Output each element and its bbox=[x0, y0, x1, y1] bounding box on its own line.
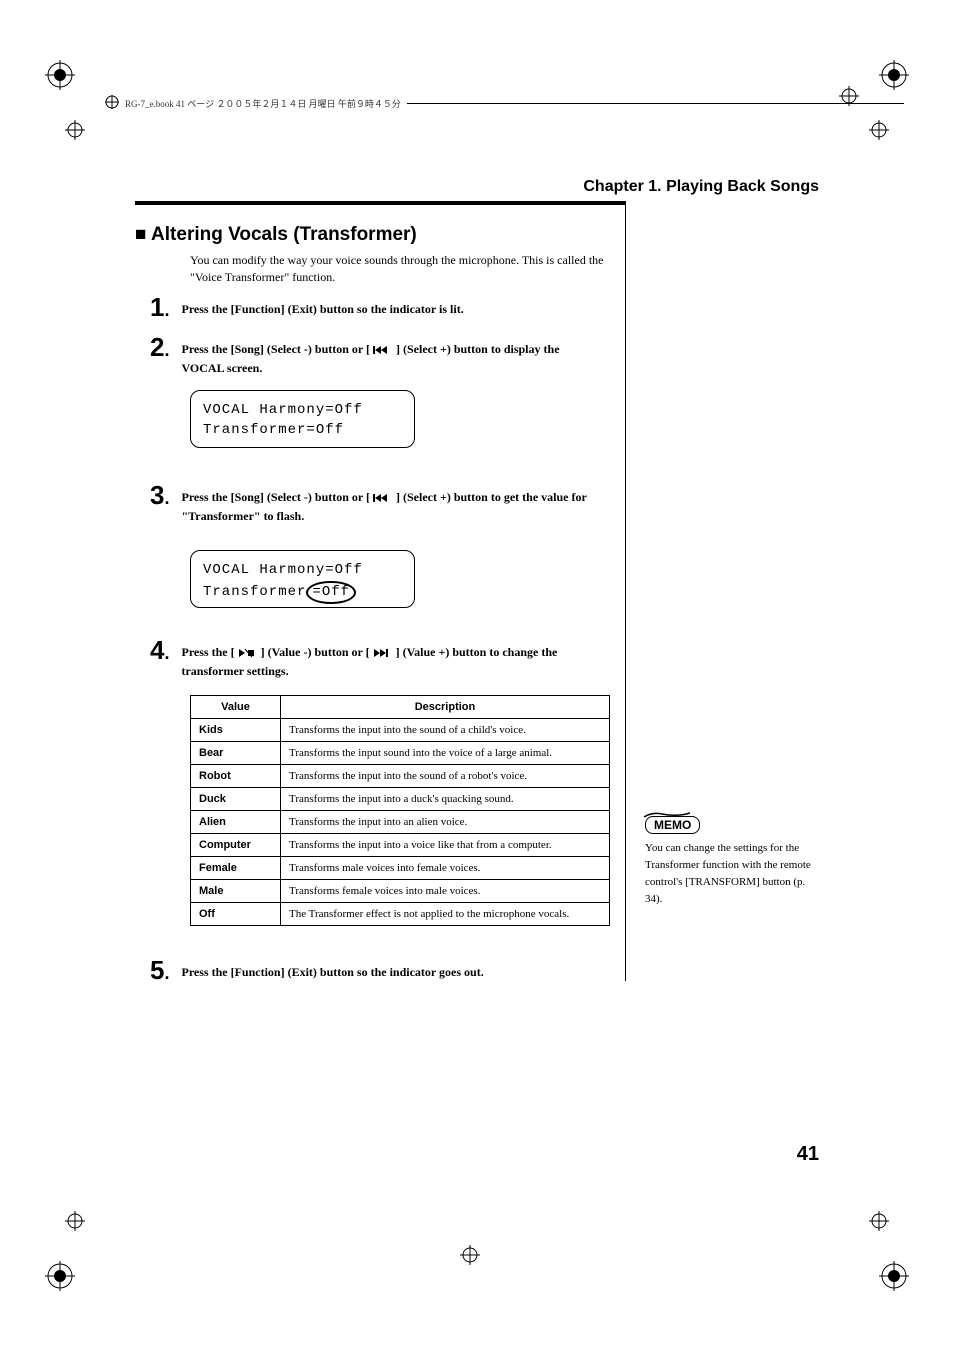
page-number: 41 bbox=[797, 1143, 819, 1166]
table-cell-desc: Transforms the input into the sound of a… bbox=[281, 719, 610, 742]
table-row: KidsTransforms the input into the sound … bbox=[191, 719, 610, 742]
lcd-display-2: VOCAL Harmony=Off Transformer=Off bbox=[190, 550, 415, 608]
table-row: AlienTransforms the input into an alien … bbox=[191, 811, 610, 834]
table-cell-desc: Transforms the input into a duck's quack… bbox=[281, 788, 610, 811]
lcd-display-1: VOCAL Harmony=Off Transformer=Off bbox=[190, 390, 415, 448]
crop-mark-br bbox=[879, 1261, 909, 1291]
table-header-value: Value bbox=[191, 696, 281, 719]
crop-mark-tr bbox=[879, 60, 909, 90]
table-cell-value: Duck bbox=[191, 788, 281, 811]
step-5-num: 5 bbox=[150, 955, 164, 985]
reg-mark-bot bbox=[460, 1245, 480, 1265]
section-title: ■ Altering Vocals (Transformer) bbox=[135, 224, 417, 246]
reg-mark-tr bbox=[869, 120, 889, 140]
table-cell-desc: Transforms the input into a voice like t… bbox=[281, 834, 610, 857]
prev-track-icon bbox=[373, 493, 393, 503]
table-row: FemaleTransforms male voices into female… bbox=[191, 857, 610, 880]
step-5-text: Press the [Function] (Exit) button so th… bbox=[181, 963, 591, 982]
crop-mark-tl bbox=[45, 60, 75, 90]
lcd2-line2: Transformer=Off bbox=[203, 581, 402, 605]
step-3-num: 3 bbox=[150, 480, 164, 510]
step-2: 2. Press the [Song] (Select -) button or… bbox=[150, 332, 610, 378]
table-cell-value: Robot bbox=[191, 765, 281, 788]
lcd1-line1: VOCAL Harmony=Off bbox=[203, 401, 402, 421]
table-cell-desc: Transforms female voices into male voice… bbox=[281, 880, 610, 903]
memo-label: MEMO bbox=[645, 816, 700, 834]
step-4-text: Press the [ ] (Value -) button or [ ] (V… bbox=[181, 643, 591, 681]
step-1-text: Press the [Function] (Exit) button so th… bbox=[181, 300, 591, 319]
step-4-num: 4 bbox=[150, 635, 164, 665]
table-row: RobotTransforms the input into the sound… bbox=[191, 765, 610, 788]
step-3-text: Press the [Song] (Select -) button or [ … bbox=[181, 488, 591, 526]
table-cell-value: Kids bbox=[191, 719, 281, 742]
step-1-num: 1 bbox=[150, 292, 164, 322]
table-cell-value: Alien bbox=[191, 811, 281, 834]
table-row: MaleTransforms female voices into male v… bbox=[191, 880, 610, 903]
intro-text: You can modify the way your voice sounds… bbox=[190, 252, 605, 287]
print-header: RG-7_e.book 41 ページ ２００５年２月１４日 月曜日 午前９時４５… bbox=[105, 95, 904, 111]
crop-mark-bl bbox=[45, 1261, 75, 1291]
table-cell-value: Off bbox=[191, 903, 281, 926]
table-row: BearTransforms the input sound into the … bbox=[191, 742, 610, 765]
divider-thick bbox=[135, 201, 625, 205]
step-1: 1. Press the [Function] (Exit) button so… bbox=[150, 292, 610, 323]
reg-mark-tl bbox=[65, 120, 85, 140]
step-2-text: Press the [Song] (Select -) button or [ … bbox=[181, 340, 591, 378]
reg-mark-br bbox=[869, 1211, 889, 1231]
memo-box: MEMO You can change the settings for the… bbox=[645, 816, 825, 908]
next-track-icon bbox=[373, 648, 393, 658]
memo-text: You can change the settings for the Tran… bbox=[645, 840, 825, 908]
divider-vertical bbox=[625, 201, 626, 981]
step-3: 3. Press the [Song] (Select -) button or… bbox=[150, 480, 610, 526]
lcd1-line2: Transformer=Off bbox=[203, 421, 402, 441]
step-2-num: 2 bbox=[150, 332, 164, 362]
transformer-values-table: Value Description KidsTransforms the inp… bbox=[190, 695, 610, 926]
prev-track-icon bbox=[373, 345, 393, 355]
table-row: DuckTransforms the input into a duck's q… bbox=[191, 788, 610, 811]
lcd2-circled: =Off bbox=[306, 581, 356, 605]
table-cell-value: Male bbox=[191, 880, 281, 903]
table-header-desc: Description bbox=[281, 696, 610, 719]
table-cell-value: Female bbox=[191, 857, 281, 880]
table-cell-desc: Transforms the input into an alien voice… bbox=[281, 811, 610, 834]
table-cell-value: Bear bbox=[191, 742, 281, 765]
table-cell-desc: Transforms the input sound into the voic… bbox=[281, 742, 610, 765]
reg-mark-bl bbox=[65, 1211, 85, 1231]
step-5: 5. Press the [Function] (Exit) button so… bbox=[150, 955, 610, 986]
chapter-title: Chapter 1. Playing Back Songs bbox=[583, 178, 819, 196]
step-4: 4. Press the [ ] (Value -) button or [ ]… bbox=[150, 635, 610, 681]
print-header-text: RG-7_e.book 41 ページ ２００５年２月１４日 月曜日 午前９時４５… bbox=[125, 97, 401, 110]
table-row: ComputerTransforms the input into a voic… bbox=[191, 834, 610, 857]
lcd2-line1: VOCAL Harmony=Off bbox=[203, 561, 402, 581]
table-cell-desc: Transforms male voices into female voice… bbox=[281, 857, 610, 880]
table-cell-value: Computer bbox=[191, 834, 281, 857]
table-row: OffThe Transformer effect is not applied… bbox=[191, 903, 610, 926]
table-cell-desc: The Transformer effect is not applied to… bbox=[281, 903, 610, 926]
table-cell-desc: Transforms the input into the sound of a… bbox=[281, 765, 610, 788]
play-stop-icon bbox=[238, 648, 258, 658]
